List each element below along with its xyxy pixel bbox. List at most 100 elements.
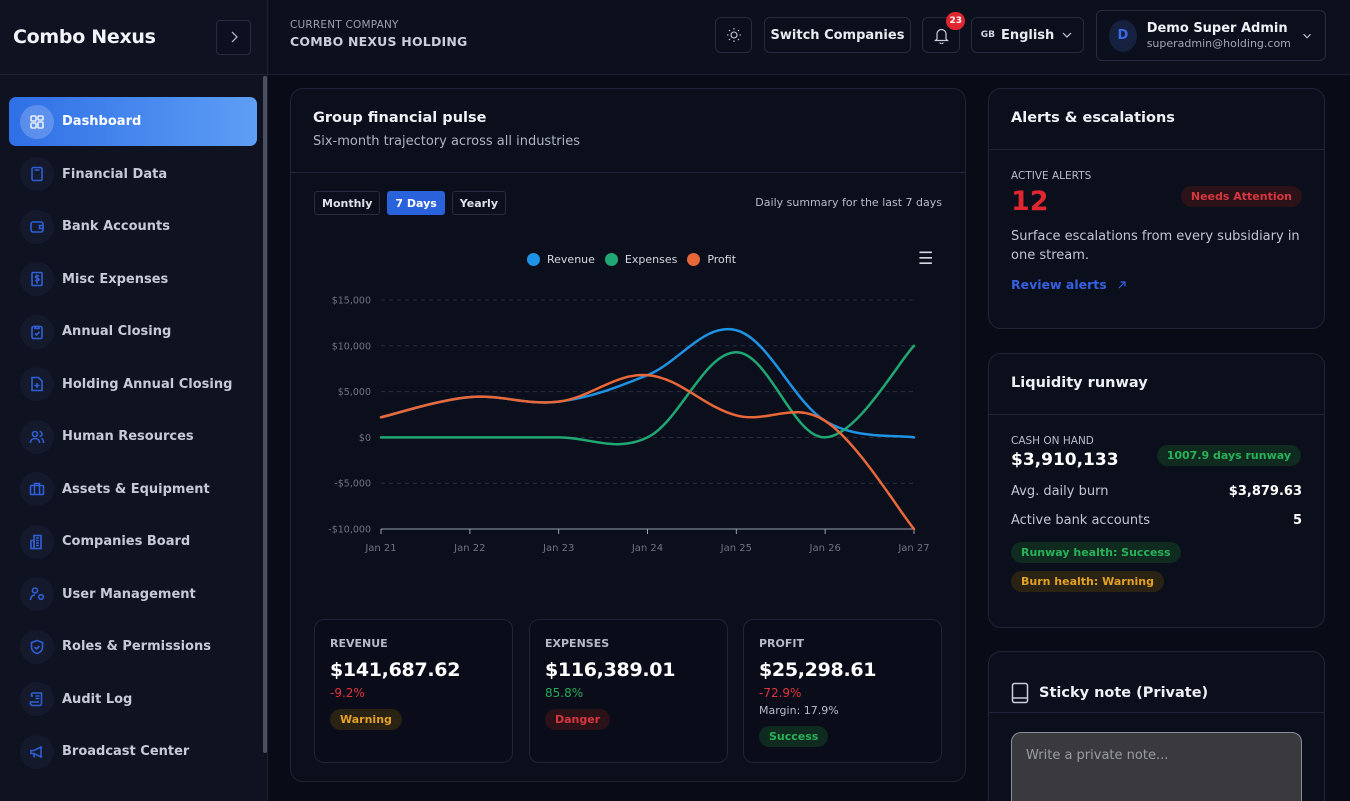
stat-change: 85.8%: [545, 686, 584, 700]
sidebar-item-holding-annual-closing[interactable]: Holding Annual Closing: [9, 360, 257, 409]
tab-7-days[interactable]: 7 Days: [387, 191, 445, 215]
flag-gb-icon: GB: [980, 30, 995, 40]
runway-days-badge: 1007.9 days runway: [1156, 445, 1301, 466]
sticky-note-header: Sticky note (Private): [989, 652, 1324, 713]
status-badge: Danger: [545, 709, 611, 730]
tab-yearly[interactable]: Yearly: [451, 191, 507, 215]
sidebar-item-financial-data[interactable]: Financial Data: [9, 150, 257, 199]
sticky-note-card: Sticky note (Private): [988, 651, 1325, 801]
x-tick-label: Jan 22: [453, 543, 485, 554]
legend-dot-profit: [687, 253, 701, 266]
sidebar-item-label: Bank Accounts: [62, 219, 170, 234]
sidebar-item-annual-closing[interactable]: Annual Closing: [9, 307, 257, 356]
user-menu-button[interactable]: D Demo Super Admin superadmin@holding.co…: [1096, 10, 1326, 61]
stat-label: PROFIT: [759, 637, 804, 650]
cash-on-hand-label: CASH ON HAND: [1011, 435, 1094, 447]
sidebar-item-broadcast-center[interactable]: Broadcast Center: [9, 727, 257, 776]
series-line-expenses: [379, 344, 916, 446]
needs-attention-badge: Needs Attention: [1180, 186, 1302, 207]
runway-health-badge: Runway health: Success: [1011, 542, 1181, 563]
x-tick-label: Jan 27: [897, 543, 929, 554]
y-tick-label: -$5,000: [334, 479, 371, 490]
clipboard-check-icon: [20, 314, 54, 349]
liquidity-body: CASH ON HAND $3,910,133 1007.9 days runw…: [989, 415, 1324, 612]
wallet-icon: [20, 209, 54, 244]
chevron-right-icon: [231, 31, 238, 43]
sidebar-item-label: Assets & Equipment: [62, 481, 210, 497]
sidebar-item-roles-and-permissions[interactable]: Roles & Permissions: [9, 622, 257, 671]
chevron-down-icon: [1303, 33, 1311, 39]
brand-logo[interactable]: Combo Nexus: [13, 26, 156, 48]
theme-toggle-button[interactable]: [715, 17, 752, 53]
chart-menu-icon[interactable]: ☰: [918, 249, 934, 269]
grid-icon: [20, 104, 54, 139]
financial-pulse-title: Group financial pulse: [313, 110, 487, 126]
active-alerts-count: 12: [1011, 186, 1049, 217]
megaphone-icon: [20, 734, 54, 769]
alerts-description: Surface escalations from every subsidiar…: [1011, 229, 1300, 263]
sidebar-item-misc-expenses[interactable]: Misc Expenses: [9, 255, 257, 304]
current-company-label: CURRENT COMPANY: [290, 19, 399, 31]
sidebar-item-label: Annual Closing: [62, 324, 172, 339]
legend-item-expenses[interactable]: Expenses: [604, 253, 678, 266]
sidebar-item-label: Roles & Permissions: [62, 639, 211, 654]
financial-pulse-subtitle: Six-month trajectory across all industri…: [313, 134, 581, 149]
bell-icon: [933, 28, 949, 44]
stat-card-profit: PROFIT $25,298.61 -72.9% Margin: 17.9% S…: [743, 619, 942, 763]
x-tick-label: Jan 25: [720, 543, 752, 554]
sidebar: Combo Nexus Dashboard Financial Data Bank …: [0, 0, 268, 801]
notifications-button[interactable]: 23: [922, 12, 965, 53]
file-plus-icon: [20, 367, 54, 401]
status-badge: Warning: [330, 709, 402, 730]
y-tick-label: -$10,000: [328, 525, 371, 536]
user-settings-icon: [20, 577, 54, 611]
stat-label: EXPENSES: [545, 637, 610, 650]
sidebar-item-label: Misc Expenses: [62, 271, 169, 287]
financial-pulse-header: Group financial pulse Six-month trajecto…: [291, 89, 965, 173]
user-email: superadmin@holding.com: [1146, 37, 1291, 50]
sidebar-item-assets-and-equipment[interactable]: Assets & Equipment: [9, 465, 257, 514]
active-bank-accounts-label: Active bank accounts: [1011, 513, 1151, 528]
line-chart: $15,000 $10,000 $5,000 $0 -$5,000 -$10,000 Jan…: [328, 296, 929, 555]
chevron-down-icon: [1062, 32, 1072, 38]
alerts-title: Alerts & escalations: [989, 89, 1324, 150]
users-icon: [20, 419, 54, 454]
legend-label-revenue: Revenue: [547, 253, 595, 266]
health-badges: Runway health: Success Burn health: Warn…: [1011, 542, 1302, 592]
active-bank-accounts-row: Active bank accounts 5: [1011, 513, 1302, 528]
liquidity-title: Liquidity runway: [989, 354, 1324, 415]
y-tick-label: $5,000: [338, 387, 371, 398]
topbar: CURRENT COMPANY COMBO NEXUS HOLDING Swit…: [268, 0, 1350, 75]
sidebar-item-label: Human Resources: [62, 429, 194, 444]
current-company: CURRENT COMPANY COMBO NEXUS HOLDING: [290, 19, 468, 49]
avatar: D: [1109, 19, 1137, 52]
sidebar-item-companies-board[interactable]: Companies Board: [9, 517, 257, 566]
sidebar-item-audit-log[interactable]: Audit Log: [9, 675, 257, 724]
sidebar-item-label: Companies Board: [62, 534, 191, 549]
private-note-input[interactable]: [1011, 732, 1302, 801]
y-tick-label: $0: [359, 433, 371, 444]
y-tick-label: $15,000: [332, 296, 371, 307]
sidebar-item-dashboard[interactable]: Dashboard: [9, 97, 257, 146]
language-selector[interactable]: GB English: [971, 17, 1084, 53]
collapse-sidebar-button[interactable]: [216, 19, 251, 55]
calculator-icon: [20, 157, 54, 191]
active-bank-accounts-value: 5: [1292, 513, 1302, 528]
brand-row: Combo Nexus: [0, 0, 267, 75]
sidebar-item-human-resources[interactable]: Human Resources: [9, 412, 257, 461]
cash-on-hand-value: $3,910,133: [1011, 450, 1119, 470]
legend-item-revenue[interactable]: Revenue: [527, 253, 595, 266]
sidebar-item-label: Broadcast Center: [62, 744, 190, 759]
financial-pulse-card: Group financial pulse Six-month trajecto…: [290, 88, 966, 782]
sidebar-scrollbar[interactable]: [263, 76, 267, 753]
review-alerts-link[interactable]: Review alerts: [1011, 277, 1127, 292]
tab-monthly[interactable]: Monthly: [314, 191, 381, 215]
sidebar-item-user-management[interactable]: User Management: [9, 570, 257, 619]
legend-item-profit[interactable]: Profit: [687, 253, 736, 266]
sidebar-item-label: Dashboard: [62, 114, 142, 129]
sidebar-item-bank-accounts[interactable]: Bank Accounts: [9, 202, 257, 251]
notification-count-badge: 23: [946, 12, 965, 30]
switch-companies-button[interactable]: Switch Companies: [764, 17, 911, 53]
legend-label-expenses: Expenses: [624, 253, 678, 266]
stat-value: $141,687.62: [330, 659, 461, 681]
